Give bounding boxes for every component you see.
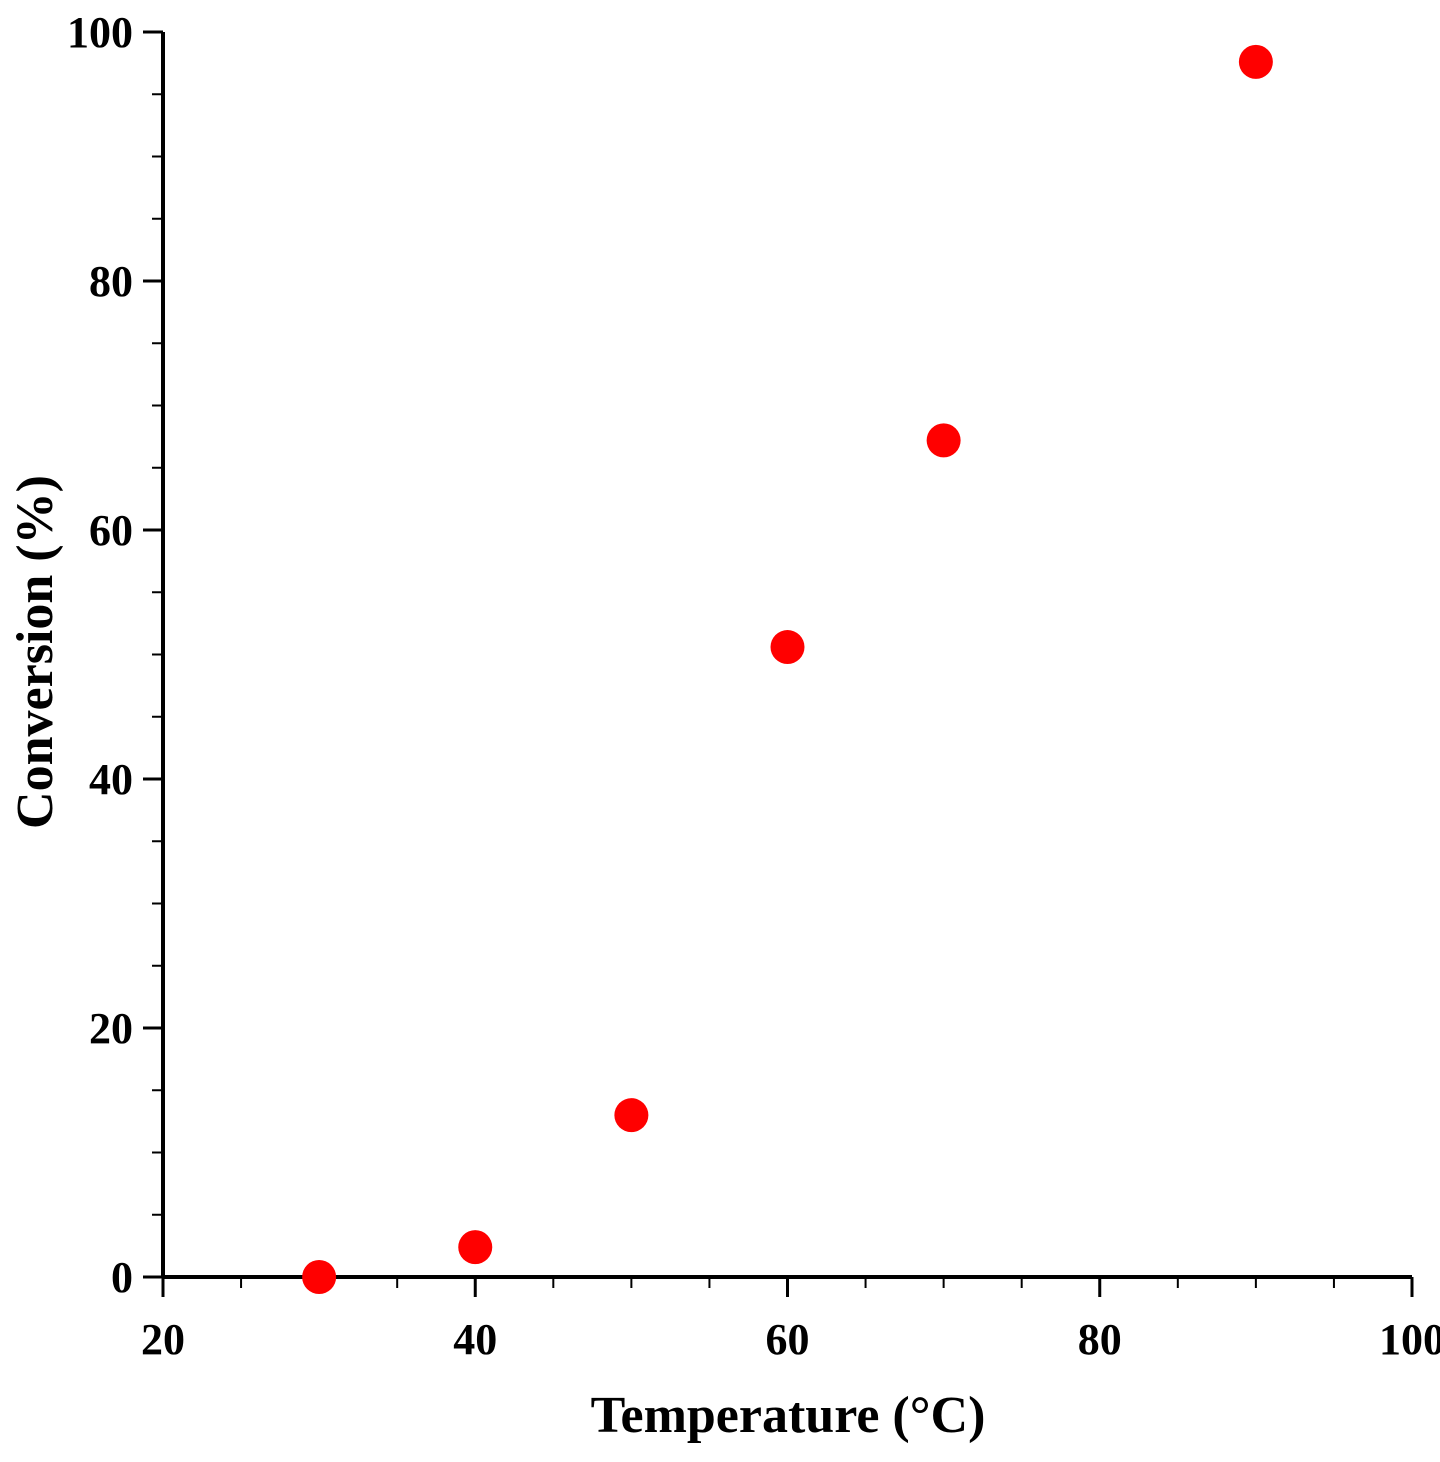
data-points xyxy=(302,44,1273,1294)
data-point xyxy=(770,630,805,665)
minor-ticks xyxy=(152,93,1335,1288)
data-point xyxy=(458,1230,493,1265)
y-tick-label: 60 xyxy=(89,506,133,555)
y-tick-label: 40 xyxy=(89,755,133,804)
x-tick-labels: 20 40 60 80 100 xyxy=(141,1315,1440,1364)
y-tick-label: 100 xyxy=(67,8,133,57)
x-tick-label: 60 xyxy=(766,1315,810,1364)
data-point xyxy=(1238,44,1273,79)
x-tick-label: 80 xyxy=(1078,1315,1122,1364)
data-point xyxy=(926,423,961,458)
x-tick-label: 20 xyxy=(141,1315,185,1364)
y-tick-labels: 0 20 40 60 80 100 xyxy=(67,8,133,1302)
y-tick-label: 20 xyxy=(89,1004,133,1053)
data-point xyxy=(302,1260,337,1294)
data-point xyxy=(614,1098,649,1133)
x-tick-label: 40 xyxy=(453,1315,497,1364)
x-axis-title: Temperature (°C) xyxy=(591,1387,986,1444)
x-tick-label: 100 xyxy=(1379,1315,1440,1364)
y-tick-label: 80 xyxy=(89,257,133,306)
y-axis-title: Conversion (%) xyxy=(7,475,64,829)
major-ticks xyxy=(143,30,1414,1297)
y-tick-label: 0 xyxy=(111,1253,133,1302)
